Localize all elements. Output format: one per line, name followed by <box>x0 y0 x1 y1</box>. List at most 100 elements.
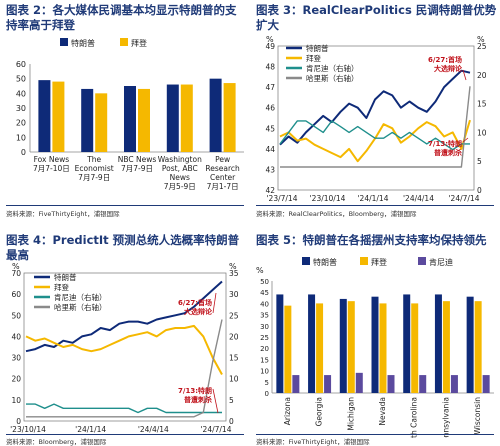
y-left-tick: 47 <box>265 83 275 92</box>
x-tick-label: Research <box>205 164 240 173</box>
y-tick-label: 40 <box>16 89 26 98</box>
annotation-arrow-0 <box>462 69 467 81</box>
x-tick: '23/10/14 <box>310 194 346 203</box>
bar-0 <box>276 294 284 393</box>
y-left-unit: % <box>266 35 274 44</box>
x-tick-label: North Carolina <box>410 397 419 438</box>
chart-4-title: 图表 4：PredictIt 预测总统人选概率特朗普最高 <box>6 233 240 262</box>
legend-label-1: 拜登 <box>131 38 147 48</box>
y-right-tick: 15 <box>229 354 239 363</box>
x-tick-label: Nevada <box>378 397 387 426</box>
bar-2 <box>482 375 490 393</box>
y-tick-label: 40 <box>260 300 269 308</box>
y-tick-label: 20 <box>260 345 269 353</box>
bar-2 <box>419 375 427 393</box>
y-left-tick: 20 <box>11 375 21 384</box>
x-tick-label: 7月7-9日 <box>78 173 110 182</box>
bar-0 <box>403 294 411 393</box>
x-tick: '23/7/14 <box>267 194 298 203</box>
y-right-tick: 5 <box>229 396 234 405</box>
y-right-tick: 35 <box>229 269 239 278</box>
legend-swatch-1 <box>360 257 368 265</box>
y-right-tick: 0 <box>229 417 234 426</box>
x-tick-label: Georgia <box>315 397 324 426</box>
legend-label-0: 特朗普 <box>313 257 337 267</box>
bar-0 <box>308 294 316 393</box>
panel-chart-3: 图表 3：RealClearPolitics 民调特朗普优势扩大 %% 42 43 4… <box>250 0 500 223</box>
annotation-text-1: 7/13:特朗 <box>428 139 462 148</box>
chart-4-svg: % % 0 10 20 30 40 50 60 70 0 5 10 15 20 25 30 35 '23/10/14… <box>10 262 239 434</box>
legend-swatch-1 <box>120 38 128 46</box>
chart-3-title: 图表 3：RealClearPolitics 民调特朗普优势扩大 <box>256 3 497 32</box>
bar-trump <box>124 86 136 152</box>
annotation-text-1: 普遭刺杀 <box>184 395 212 404</box>
bar-trump <box>209 78 222 152</box>
y-tick-label: 30 <box>260 323 269 331</box>
x-tick-label: NBC News <box>118 155 157 164</box>
legend-label-2: 肯尼迪（右轴） <box>54 292 107 302</box>
x-tick: '24/1/14 <box>358 194 389 203</box>
y-tick-label: 0 <box>21 148 26 157</box>
bar-1 <box>347 301 355 393</box>
annotation-text-0: 大选辩论 <box>434 64 463 73</box>
y-tick-label: 10 <box>16 133 26 142</box>
series-line-2 <box>26 403 222 414</box>
panel-chart-4: 图表 4：PredictIt 预测总统人选概率特朗普最高 %% 0 10 20 30 40… <box>0 223 250 446</box>
y-right-tick: 0 <box>477 186 482 195</box>
chart-5-source: 资料来源：FiveThirtyEight，浦银国际 <box>256 438 370 446</box>
y-right-tick: 5 <box>477 157 482 166</box>
bar-trump <box>81 88 94 152</box>
series-line-1 <box>25 324 223 375</box>
y-tick-label: 25 <box>260 334 269 342</box>
y-right-tick: 30 <box>229 290 239 299</box>
series-line-2 <box>279 120 470 151</box>
y-tick-label: 0 <box>265 390 269 398</box>
y-left-tick: 42 <box>265 186 275 195</box>
annotation-text-1: 普遭刺杀 <box>434 148 462 157</box>
y-tick-label: 20 <box>16 119 26 128</box>
plot-frame <box>23 272 227 422</box>
annotation-text-0: 大选辩论 <box>184 307 213 316</box>
x-tick-label: Wisconsin <box>473 397 482 435</box>
legend-label-1: 拜登 <box>306 53 321 63</box>
y-left-tick: 45 <box>265 124 275 133</box>
annotation-text-0: 6/27:首场 <box>428 55 462 64</box>
x-tick-label: Economist <box>75 164 114 173</box>
legend-label-3: 哈里斯（右轴） <box>306 73 359 83</box>
bar-1 <box>316 303 324 393</box>
x-tick-label: Pew <box>215 155 230 164</box>
bar-2 <box>324 375 332 393</box>
bar-2 <box>292 375 300 393</box>
x-tick-label: Post, ABC <box>162 164 198 173</box>
bar-1 <box>379 303 387 393</box>
x-tick-label: 7月7-10日 <box>33 164 70 173</box>
y-right-tick: 15 <box>477 100 487 109</box>
legend-label-2: 肯尼迪 <box>429 257 453 267</box>
x-tick-label: Pennsylvania <box>441 397 450 438</box>
x-tick-label: Fox News <box>34 155 70 164</box>
legend-label-0: 特朗普 <box>306 43 329 53</box>
y-right-unit: % <box>229 262 237 271</box>
legend-label-0: 特朗普 <box>71 38 95 48</box>
y-left-tick: 49 <box>265 42 275 51</box>
bar-2 <box>450 375 458 393</box>
x-tick: '24/4/14 <box>138 425 169 434</box>
y-tick-label: 50 <box>260 278 269 286</box>
chart-2-title: 图表 2：各大媒体民调基本均显示特朗普的支持率高于拜登 <box>6 3 237 32</box>
y-left-tick: 30 <box>11 354 21 363</box>
legend-label-1: 拜登 <box>54 282 69 292</box>
x-tick: '24/7/14 <box>201 425 232 434</box>
series-line-0 <box>279 69 471 146</box>
x-tick-label: Michigan <box>346 397 355 431</box>
y-left-tick: 40 <box>11 332 21 341</box>
bar-1 <box>442 301 450 393</box>
y-left-tick: 44 <box>265 145 275 154</box>
bar-0 <box>339 298 347 393</box>
y-tick-label: 15 <box>260 356 269 364</box>
x-tick-label: Arizona <box>283 397 292 425</box>
x-tick: '23/10/14 <box>10 425 46 434</box>
bar-biden <box>138 88 150 152</box>
bar-0 <box>466 296 474 393</box>
legend-label-2: 肯尼迪（右轴） <box>306 63 359 73</box>
x-tick-label: 7月5-9日 <box>164 182 196 191</box>
